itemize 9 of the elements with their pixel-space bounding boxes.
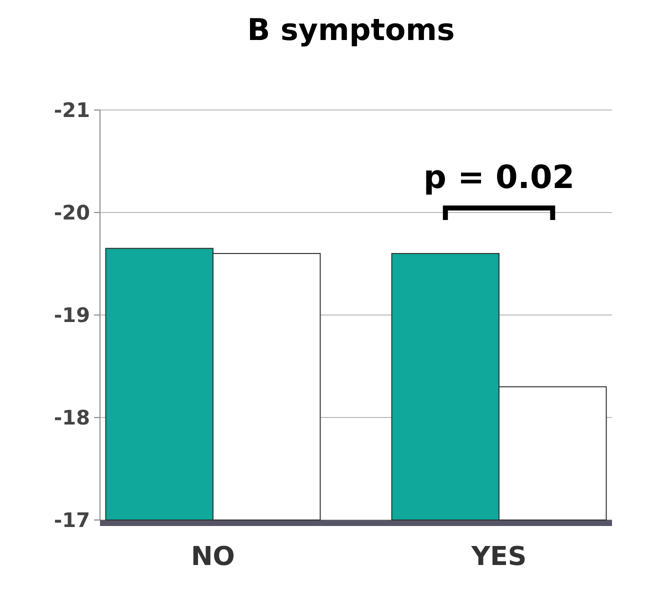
y-tick-label: -18 xyxy=(54,406,90,430)
y-tick-label: -21 xyxy=(54,98,90,122)
x-tick-label: YES xyxy=(470,542,527,572)
y-tick-label: -20 xyxy=(54,200,90,224)
y-tick-label: -19 xyxy=(54,303,90,327)
chart-title: B symptoms xyxy=(247,13,455,48)
y-tick-label: -17 xyxy=(54,508,90,532)
x-tick-label: NO xyxy=(191,542,235,572)
annotation: p = 0.02 xyxy=(424,158,574,196)
